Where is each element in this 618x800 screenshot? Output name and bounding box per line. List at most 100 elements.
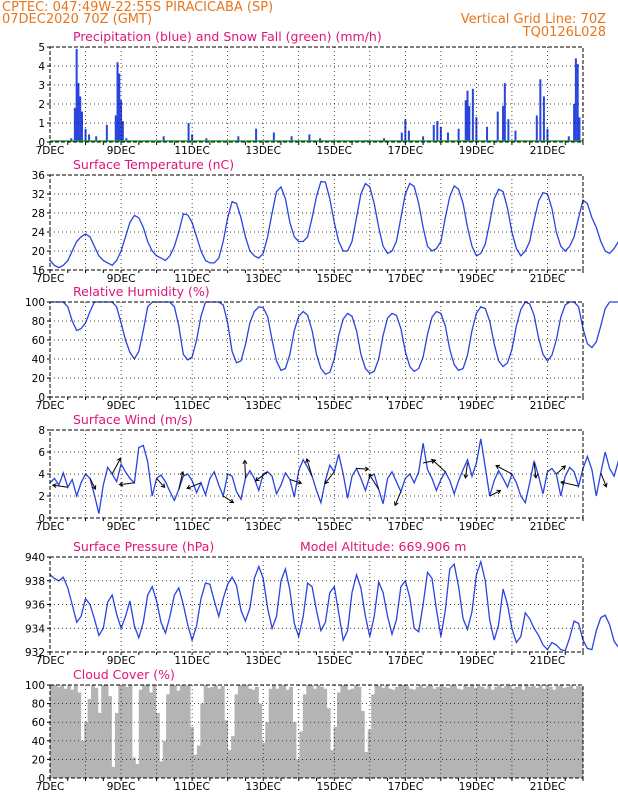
precip-bar	[105, 124, 108, 142]
cloud-bar	[108, 696, 112, 778]
x-tick-label: 21DEC	[530, 655, 565, 667]
cloud-bar	[330, 750, 334, 778]
y-tick-label: 932	[25, 647, 45, 659]
precip-bar	[535, 115, 538, 142]
precip-bar	[436, 121, 439, 142]
panel-5	[47, 684, 584, 781]
cloud-bar	[176, 690, 181, 778]
precip-bar	[439, 126, 442, 142]
cloud-bar	[261, 742, 266, 778]
x-tick-label: 15DEC	[317, 273, 352, 285]
precip-bar	[574, 58, 577, 142]
precip-bar	[464, 100, 467, 142]
x-tick-label: 19DEC	[459, 400, 494, 412]
cloud-bar	[125, 686, 129, 778]
cloud-bar	[309, 685, 314, 778]
y-tick-label: 100	[25, 297, 45, 309]
precip-bar	[457, 128, 460, 142]
wind-arrow	[255, 471, 268, 482]
y-tick-label: 5	[38, 42, 45, 54]
precip-bar	[475, 117, 478, 142]
cloud-bar	[415, 686, 420, 778]
cloud-bar	[217, 688, 222, 778]
y-tick-label: 0	[38, 513, 45, 525]
y-tick-label: 100	[25, 680, 45, 692]
cloud-bar	[449, 685, 454, 778]
y-tick-label: 2	[38, 491, 45, 503]
cloud-bar	[278, 685, 283, 778]
header-vertical-grid: Vertical Grid Line: 70Z	[460, 12, 606, 27]
cloud-bar	[350, 688, 355, 778]
x-tick-label: 9DEC	[107, 655, 136, 667]
cloud-bar	[388, 688, 393, 778]
cloud-bar	[118, 685, 123, 778]
wind-arrow-head	[560, 480, 565, 486]
cloud-bar	[173, 685, 177, 778]
precip-bar	[404, 119, 407, 142]
x-tick-label: 11DEC	[174, 655, 209, 667]
cloud-bar	[255, 686, 259, 778]
precip-bar	[75, 48, 78, 142]
cloud-bar	[542, 688, 546, 778]
y-tick-label: 32	[32, 189, 45, 201]
y-tick-label: 20	[32, 246, 45, 258]
cloud-bar	[135, 764, 140, 778]
wind-arrow-head	[393, 501, 399, 507]
precip-bar	[80, 111, 83, 142]
cloud-bar	[333, 726, 338, 778]
wind-arrow-head	[242, 459, 248, 465]
cloud-bar	[179, 685, 184, 778]
panel-title: Cloud Cover (%)	[73, 667, 175, 682]
wind-arrow-head	[51, 483, 57, 489]
cloud-bar	[142, 685, 147, 778]
cloud-bar	[439, 685, 444, 778]
cloud-bar	[384, 685, 389, 778]
cloud-bar	[251, 689, 256, 778]
x-tick-label: 17DEC	[388, 781, 423, 793]
wind-arrow	[306, 458, 313, 477]
precip-bar	[95, 136, 98, 142]
precip-bar	[162, 136, 165, 142]
cloud-bar	[196, 745, 201, 778]
x-tick-label: 19DEC	[459, 781, 494, 793]
panel-title: Precipitation (blue) and Snow Fall (gree…	[73, 29, 382, 44]
wind-arrow-head	[602, 482, 608, 488]
cloud-bar	[395, 686, 399, 778]
cloud-bar	[275, 688, 280, 778]
cloud-bar	[453, 685, 457, 778]
x-tick-label: 13DEC	[245, 400, 280, 412]
x-tick-label: 13DEC	[245, 655, 280, 667]
precip-bar	[466, 90, 469, 142]
cloud-bar	[456, 688, 461, 778]
cloud-bar	[548, 686, 553, 778]
x-tick-label: 21DEC	[530, 145, 565, 157]
wind-arrow	[244, 460, 246, 479]
wind-arrow	[89, 478, 96, 490]
cloud-bar	[227, 750, 232, 778]
cloud-bar	[487, 685, 492, 778]
precip-bar	[578, 117, 581, 142]
x-tick-label: 19DEC	[459, 655, 494, 667]
cloud-bar	[579, 686, 584, 778]
cloud-bar	[162, 740, 167, 778]
cloud-bar	[94, 687, 99, 778]
cloud-bar	[183, 685, 188, 778]
precip-bar	[567, 136, 570, 142]
wind-arrow	[533, 462, 537, 478]
cloud-bar	[466, 686, 471, 778]
cloud-bar	[572, 688, 577, 778]
wind-arrow-head	[179, 470, 185, 476]
panel-frame	[49, 684, 584, 779]
wind-arrow-head	[229, 498, 235, 504]
cloud-bar	[562, 687, 567, 778]
cloud-bar	[340, 685, 345, 778]
x-tick-label: 11DEC	[174, 400, 209, 412]
cloud-bar	[425, 685, 430, 778]
cloud-bar	[343, 685, 348, 778]
precip-bar	[422, 136, 425, 142]
cloud-bar	[101, 685, 106, 778]
cloud-bar	[494, 686, 498, 778]
series-line	[49, 438, 618, 514]
x-tick-label: 19DEC	[459, 521, 494, 533]
x-tick-label: 9DEC	[107, 781, 136, 793]
